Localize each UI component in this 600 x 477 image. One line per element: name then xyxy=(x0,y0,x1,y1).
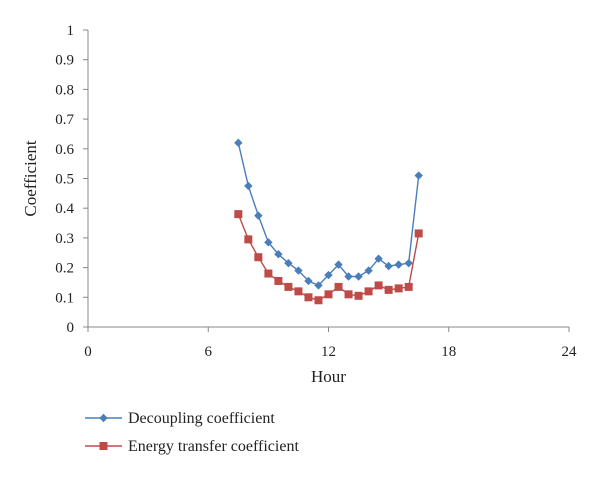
x-tick-label: 18 xyxy=(441,344,456,360)
x-tick-label: 6 xyxy=(205,344,213,360)
y-tick-label: 0.9 xyxy=(55,53,74,69)
decoupling-line xyxy=(237,142,420,287)
energy-transfer-point xyxy=(264,269,273,278)
y-tick-label: 0 xyxy=(67,320,75,336)
legend-label: Decoupling coefficient xyxy=(128,410,275,427)
energy-transfer-point xyxy=(394,284,403,293)
decoupling-point xyxy=(294,266,303,275)
energy-transfer-point xyxy=(314,296,323,305)
energy-transfer-point xyxy=(284,282,293,291)
decoupling-point xyxy=(404,258,413,268)
decoupling-point xyxy=(374,254,383,263)
energy-transfer-point xyxy=(404,282,413,291)
energy-transfer-point xyxy=(274,276,283,285)
energy-transfer-point xyxy=(234,210,243,219)
decoupling-point xyxy=(244,181,253,191)
energy-transfer-point xyxy=(254,253,263,262)
decoupling-point xyxy=(394,260,403,269)
y-tick-label: 0.7 xyxy=(55,112,74,128)
legend-label: Energy transfer coefficient xyxy=(128,438,299,455)
x-tick-label: 12 xyxy=(321,344,336,360)
y-tick-label: 0.1 xyxy=(55,290,74,306)
energy-transfer-point xyxy=(374,281,383,290)
legend: Decoupling coefficient Energy transfer co… xyxy=(85,410,299,455)
axes xyxy=(83,29,570,332)
legend-marker xyxy=(99,413,108,423)
y-tick-label: 0.5 xyxy=(55,172,74,188)
energy-transfer-point xyxy=(244,235,253,244)
energy-transfer-point xyxy=(384,285,393,294)
decoupling-point xyxy=(334,260,343,269)
decoupling-point xyxy=(364,266,373,275)
y-tick-label: 0.2 xyxy=(55,261,74,277)
decoupling-point xyxy=(314,281,323,290)
energy-transfer-series xyxy=(234,210,423,305)
legend-item-decoupling: Decoupling coefficient xyxy=(85,410,275,427)
energy-transfer-point xyxy=(414,229,423,238)
decoupling-point xyxy=(264,238,273,247)
legend-item-energy-transfer: Energy transfer coefficient xyxy=(85,438,299,455)
decoupling-point xyxy=(414,171,423,180)
y-tick-label: 1 xyxy=(67,23,75,39)
decoupling-point xyxy=(304,276,313,286)
y-tick-label: 0.4 xyxy=(55,201,74,217)
plot-area xyxy=(234,138,423,305)
decoupling-point xyxy=(324,270,333,280)
y-tick-label: 0.3 xyxy=(55,231,74,247)
decoupling-point xyxy=(344,272,353,281)
decoupling-point xyxy=(284,258,293,268)
decoupling-point xyxy=(274,250,283,259)
energy-transfer-point xyxy=(364,287,373,296)
decoupling-point xyxy=(354,272,363,281)
legend-marker xyxy=(99,442,108,450)
decoupling-series xyxy=(234,138,423,290)
tick-labels: 0 0.1 0.2 0.3 0.4 0.5 0.6 0.7 0.8 0.9 1 0 6 12 18 24 xyxy=(55,23,577,360)
energy-transfer-point xyxy=(344,290,353,299)
energy-transfer-point xyxy=(354,291,363,300)
decoupling-point xyxy=(384,261,393,271)
x-tick-label: 0 xyxy=(84,344,92,360)
energy-transfer-point xyxy=(294,287,303,296)
y-tick-label: 0.6 xyxy=(55,142,74,158)
x-tick-label: 24 xyxy=(562,344,578,360)
decoupling-point xyxy=(254,211,263,220)
y-axis-title: Coefficient xyxy=(21,140,40,216)
energy-transfer-point xyxy=(334,282,343,291)
decoupling-point xyxy=(234,138,243,148)
energy-transfer-point xyxy=(324,290,333,299)
y-tick-label: 0.8 xyxy=(55,82,74,98)
x-axis-title: Hour xyxy=(311,367,346,386)
energy-transfer-point xyxy=(304,293,313,302)
